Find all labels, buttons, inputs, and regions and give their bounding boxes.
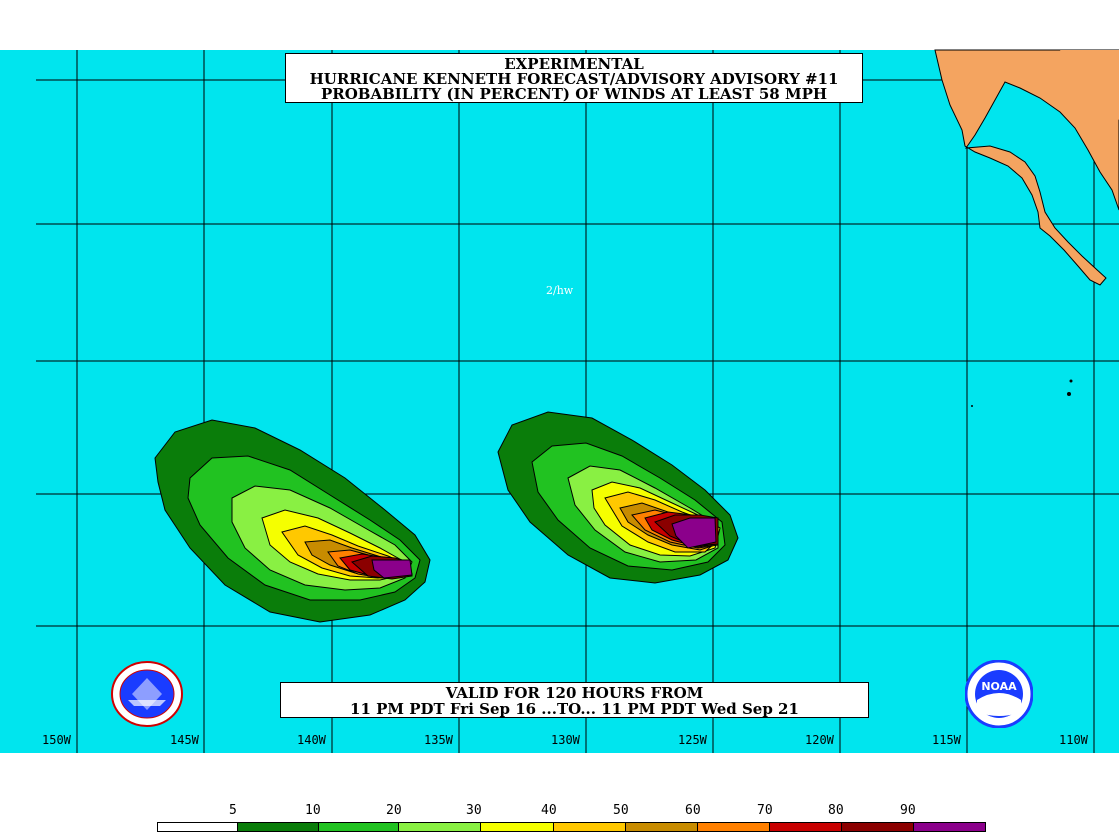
legend-swatch bbox=[625, 822, 698, 832]
title-line-3: PROBABILITY (IN PERCENT) OF WINDS AT LEA… bbox=[320, 85, 828, 103]
lon-label-140w: 140W bbox=[297, 733, 326, 747]
legend-value: 5 bbox=[229, 803, 237, 818]
legend-swatch bbox=[398, 822, 481, 832]
legend-swatch bbox=[480, 822, 554, 832]
title-line-2: HURRICANE KENNETH FORECAST/ADVISORY ADVI… bbox=[309, 70, 839, 88]
legend-swatch bbox=[237, 822, 319, 832]
legend-value: 30 bbox=[466, 803, 482, 818]
analyst-credit: 2/hw bbox=[546, 284, 574, 297]
legend-swatch bbox=[553, 822, 626, 832]
legend-swatch bbox=[841, 822, 914, 832]
lon-label-125w: 125W bbox=[678, 733, 707, 747]
legend-value: 20 bbox=[386, 803, 402, 818]
legend-value: 10 bbox=[305, 803, 321, 818]
nws-logo-icon bbox=[111, 661, 183, 727]
legend-value: 90 bbox=[900, 803, 916, 818]
lon-label-120w: 120W bbox=[805, 733, 834, 747]
lon-label-110w: 110W bbox=[1059, 733, 1088, 747]
lon-label-130w: 130W bbox=[551, 733, 580, 747]
lon-label-135w: 135W bbox=[424, 733, 453, 747]
legend-value: 50 bbox=[613, 803, 629, 818]
legend-swatch bbox=[769, 822, 842, 832]
legend-value: 80 bbox=[828, 803, 844, 818]
legend-swatch bbox=[697, 822, 770, 832]
lon-label-145w: 145W bbox=[170, 733, 199, 747]
legend-value: 40 bbox=[541, 803, 557, 818]
legend-swatch bbox=[913, 822, 986, 832]
legend-value: 70 bbox=[757, 803, 773, 818]
legend-swatch bbox=[318, 822, 399, 832]
noaa-logo-icon: NOAA bbox=[965, 660, 1033, 728]
baja-california-land bbox=[934, 49, 1119, 407]
probability-swath-east bbox=[497, 411, 739, 584]
ocean bbox=[0, 50, 1119, 753]
title-line-1: EXPERIMENTAL bbox=[504, 55, 644, 73]
lon-label-150w: 150W bbox=[42, 733, 71, 747]
legend-swatch bbox=[157, 822, 238, 832]
legend-value: 60 bbox=[685, 803, 701, 818]
valid-line-1: VALID FOR 120 HOURS FROM bbox=[445, 684, 704, 702]
noaa-logo-text: NOAA bbox=[981, 680, 1017, 693]
valid-line-2: 11 PM PDT Fri Sep 16 ...TO... 11 PM PDT … bbox=[350, 700, 799, 718]
lon-label-115w: 115W bbox=[932, 733, 961, 747]
valid-time-box: VALID FOR 120 HOURS FROM 11 PM PDT Fri S… bbox=[280, 682, 869, 718]
map-title-box: EXPERIMENTAL HURRICANE KENNETH FORECAST/… bbox=[285, 53, 863, 103]
probability-swath-west bbox=[154, 419, 431, 623]
